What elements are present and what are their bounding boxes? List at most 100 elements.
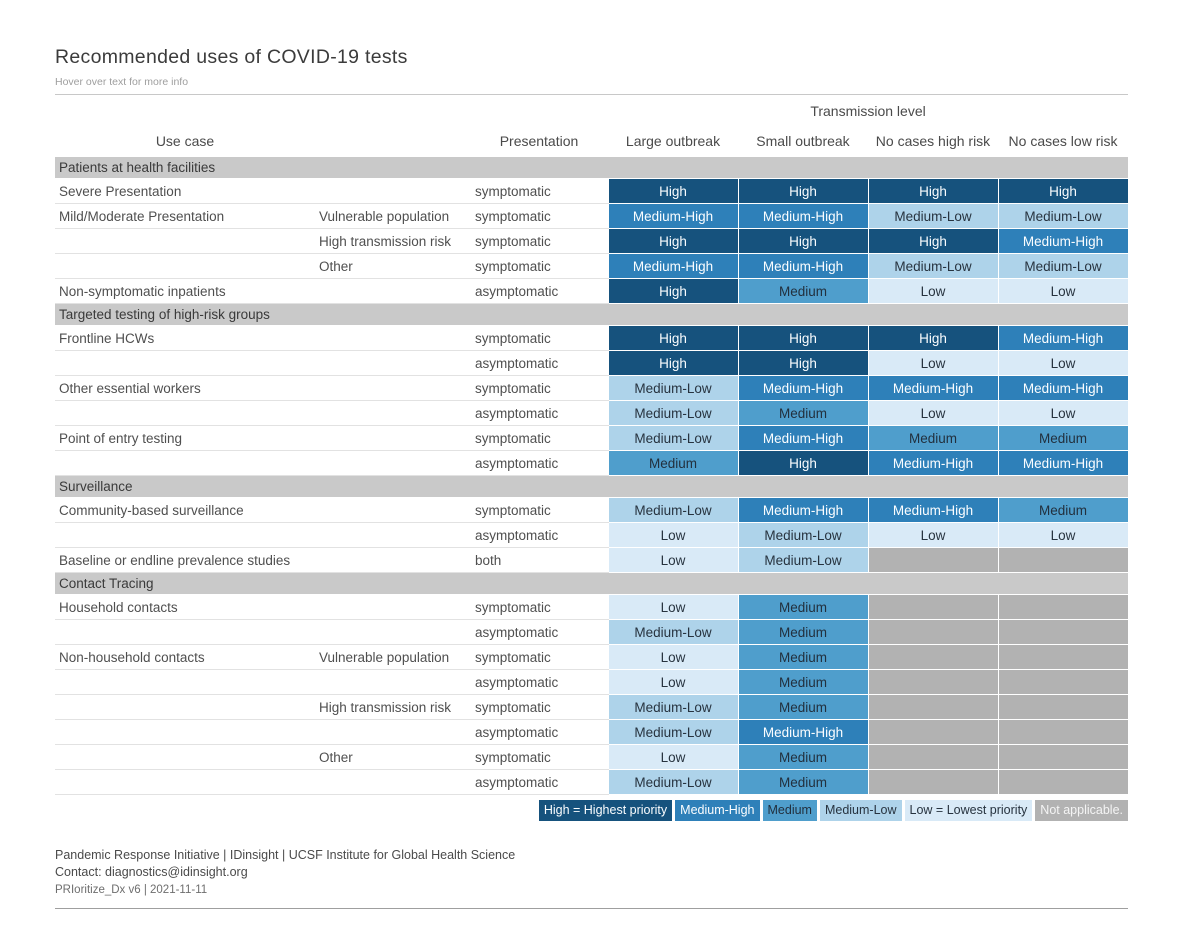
legend-chip[interactable]: Medium-Low xyxy=(819,800,902,821)
priority-cell[interactable]: Medium-High xyxy=(737,375,869,401)
presentation-label[interactable]: symptomatic xyxy=(470,744,608,770)
priority-cell[interactable]: High xyxy=(867,178,999,204)
priority-cell[interactable]: High xyxy=(997,178,1129,204)
presentation-label[interactable]: both xyxy=(470,547,608,573)
priority-cell[interactable]: High xyxy=(607,325,739,351)
priority-cell[interactable]: Medium xyxy=(737,744,869,770)
priority-cell[interactable]: Medium xyxy=(737,694,869,720)
use-case-label[interactable]: Mild/Moderate Presentation xyxy=(55,203,315,229)
priority-cell[interactable]: Medium-High xyxy=(737,425,869,451)
subcategory-label[interactable]: High transmission risk xyxy=(315,694,470,720)
priority-cell[interactable] xyxy=(867,644,999,670)
presentation-label[interactable]: asymptomatic xyxy=(470,278,608,304)
legend-chip[interactable]: High = Highest priority xyxy=(538,800,673,821)
priority-cell[interactable]: Low xyxy=(607,522,739,548)
use-case-label[interactable]: Community-based surveillance xyxy=(55,497,315,523)
priority-cell[interactable]: Medium xyxy=(737,400,869,426)
use-case-label[interactable]: Non-symptomatic inpatients xyxy=(55,278,315,304)
priority-cell[interactable]: Medium-Low xyxy=(737,547,869,573)
priority-cell[interactable]: Low xyxy=(997,350,1129,376)
priority-cell[interactable] xyxy=(997,619,1129,645)
use-case-label[interactable]: Baseline or endline prevalence studies xyxy=(55,547,315,573)
legend-chip[interactable]: Medium xyxy=(762,800,817,821)
presentation-label[interactable]: symptomatic xyxy=(470,203,608,229)
priority-cell[interactable] xyxy=(997,669,1129,695)
subcategory-label[interactable]: High transmission risk xyxy=(315,228,470,254)
priority-cell[interactable]: Medium-High xyxy=(737,253,869,279)
priority-cell[interactable]: Medium-Low xyxy=(607,400,739,426)
priority-cell[interactable]: High xyxy=(867,325,999,351)
priority-cell[interactable]: High xyxy=(737,450,869,476)
priority-cell[interactable]: High xyxy=(737,325,869,351)
presentation-label[interactable]: symptomatic xyxy=(470,253,608,279)
priority-cell[interactable]: Medium-High xyxy=(737,497,869,523)
priority-cell[interactable]: Medium-Low xyxy=(607,619,739,645)
priority-cell[interactable]: Medium xyxy=(737,644,869,670)
priority-cell[interactable]: Low xyxy=(607,594,739,620)
priority-cell[interactable]: Low xyxy=(867,278,999,304)
priority-cell[interactable] xyxy=(867,669,999,695)
priority-cell[interactable]: Low xyxy=(607,669,739,695)
use-case-label[interactable]: Severe Presentation xyxy=(55,178,315,204)
priority-cell[interactable]: Medium xyxy=(737,669,869,695)
priority-cell[interactable]: High xyxy=(867,228,999,254)
presentation-label[interactable]: symptomatic xyxy=(470,594,608,620)
presentation-label[interactable]: asymptomatic xyxy=(470,350,608,376)
priority-cell[interactable] xyxy=(997,719,1129,745)
priority-cell[interactable]: Medium xyxy=(607,450,739,476)
priority-cell[interactable]: Medium xyxy=(867,425,999,451)
priority-cell[interactable]: Medium-High xyxy=(607,203,739,229)
priority-cell[interactable]: Medium-High xyxy=(997,375,1129,401)
presentation-label[interactable]: asymptomatic xyxy=(470,769,608,795)
priority-cell[interactable]: High xyxy=(607,350,739,376)
priority-cell[interactable]: Low xyxy=(867,522,999,548)
priority-cell[interactable]: Low xyxy=(997,278,1129,304)
priority-cell[interactable]: Low xyxy=(867,350,999,376)
legend-chip[interactable]: Not applicable. xyxy=(1035,800,1128,821)
presentation-label[interactable]: symptomatic xyxy=(470,644,608,670)
priority-cell[interactable] xyxy=(997,594,1129,620)
priority-cell[interactable]: Medium-Low xyxy=(997,203,1129,229)
priority-cell[interactable]: Medium-Low xyxy=(607,425,739,451)
priority-cell[interactable]: Medium-High xyxy=(737,203,869,229)
priority-cell[interactable]: Medium-Low xyxy=(867,203,999,229)
priority-cell[interactable]: Medium xyxy=(737,619,869,645)
priority-cell[interactable] xyxy=(867,769,999,795)
presentation-label[interactable]: symptomatic xyxy=(470,375,608,401)
subcategory-label[interactable]: Vulnerable population xyxy=(315,644,470,670)
priority-cell[interactable]: Medium-Low xyxy=(607,719,739,745)
priority-cell[interactable]: Medium-High xyxy=(607,253,739,279)
priority-cell[interactable]: Medium xyxy=(737,594,869,620)
priority-cell[interactable]: Medium xyxy=(737,278,869,304)
priority-cell[interactable]: Medium-High xyxy=(867,375,999,401)
priority-cell[interactable]: High xyxy=(737,178,869,204)
priority-cell[interactable]: Low xyxy=(997,400,1129,426)
priority-cell[interactable]: High xyxy=(607,278,739,304)
priority-cell[interactable] xyxy=(997,744,1129,770)
priority-cell[interactable] xyxy=(867,547,999,573)
presentation-label[interactable]: symptomatic xyxy=(470,425,608,451)
priority-cell[interactable]: Medium-Low xyxy=(867,253,999,279)
use-case-label[interactable]: Other essential workers xyxy=(55,375,315,401)
priority-cell[interactable]: Medium-High xyxy=(997,325,1129,351)
use-case-label[interactable]: Non-household contacts xyxy=(55,644,315,670)
presentation-label[interactable]: symptomatic xyxy=(470,497,608,523)
priority-cell[interactable]: Medium-Low xyxy=(737,522,869,548)
presentation-label[interactable]: asymptomatic xyxy=(470,719,608,745)
priority-cell[interactable] xyxy=(997,644,1129,670)
subcategory-label[interactable]: Other xyxy=(315,744,470,770)
legend-chip[interactable]: Low = Lowest priority xyxy=(904,800,1033,821)
priority-cell[interactable]: High xyxy=(607,228,739,254)
priority-cell[interactable]: Medium-High xyxy=(737,719,869,745)
priority-cell[interactable]: Medium-High xyxy=(997,450,1129,476)
use-case-label[interactable]: Frontline HCWs xyxy=(55,325,315,351)
presentation-label[interactable]: symptomatic xyxy=(470,694,608,720)
priority-cell[interactable] xyxy=(867,744,999,770)
priority-cell[interactable] xyxy=(867,694,999,720)
legend-chip[interactable]: Medium-High xyxy=(675,800,760,821)
priority-cell[interactable]: Low xyxy=(607,547,739,573)
priority-cell[interactable]: Low xyxy=(867,400,999,426)
priority-cell[interactable]: Medium xyxy=(737,769,869,795)
presentation-label[interactable]: asymptomatic xyxy=(470,669,608,695)
presentation-label[interactable]: asymptomatic xyxy=(470,522,608,548)
